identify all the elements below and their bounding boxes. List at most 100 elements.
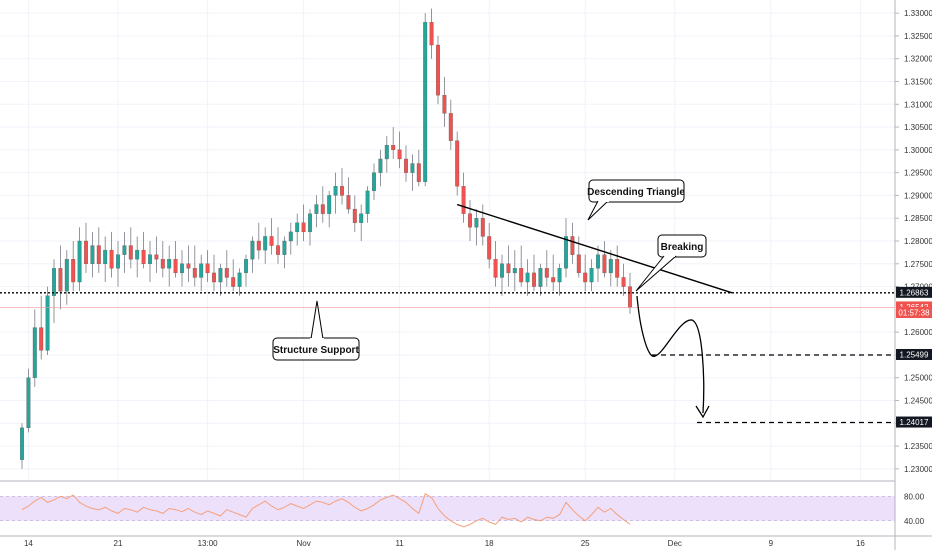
- price-tick-label: 1.30500: [904, 123, 932, 132]
- candle-up: [410, 163, 415, 173]
- candle-up: [45, 295, 50, 351]
- annotation-breaking-label: Breaking: [661, 242, 704, 253]
- candle-up: [327, 195, 332, 214]
- price-tick-label: 1.31500: [904, 77, 932, 86]
- candle-up: [250, 240, 255, 260]
- annotation-descending-triangle[interactable]: Descending Triangle: [587, 179, 685, 221]
- annotation-breaking[interactable]: Breaking: [635, 234, 707, 292]
- candle-down: [71, 259, 76, 283]
- rsi-tick-label: 80.00: [904, 492, 925, 501]
- candle-up: [148, 254, 152, 264]
- price-tick-label: 1.27500: [904, 260, 932, 269]
- candle-down: [352, 208, 357, 223]
- price-tag-label: 1.25499: [900, 350, 929, 359]
- time-axis[interactable]: 142113:00Nov111825Dec9162320206132027Feb…: [24, 539, 932, 548]
- candle-down: [519, 268, 524, 283]
- time-tick-label: 9: [769, 539, 774, 548]
- candle-down: [487, 236, 492, 260]
- candle-up: [359, 213, 364, 223]
- candle-down: [621, 277, 626, 287]
- time-tick-label: 21: [114, 539, 123, 548]
- price-tick-label: 1.28500: [904, 214, 932, 223]
- candle-up: [263, 236, 268, 251]
- candle-up: [237, 272, 242, 287]
- candle-down: [340, 186, 344, 196]
- price-tick-label: 1.23000: [904, 465, 932, 474]
- candle-up: [308, 213, 312, 233]
- candle-down: [628, 286, 632, 308]
- candle-down: [448, 113, 453, 141]
- candle-down: [160, 259, 165, 269]
- candle-up: [26, 377, 31, 429]
- rsi-axis: 80.00 40.00: [904, 492, 925, 526]
- rsi-line: [21, 493, 631, 528]
- candle-down: [544, 268, 549, 278]
- candle-down: [320, 204, 325, 214]
- candle-up: [90, 245, 95, 264]
- candle-down: [506, 263, 511, 274]
- candle-up: [525, 272, 530, 283]
- candle-down: [39, 327, 44, 351]
- candle-down: [397, 149, 402, 160]
- candle-down: [583, 272, 588, 283]
- candle-down: [391, 145, 396, 150]
- price-tick-label: 1.24500: [904, 397, 932, 406]
- candle-up: [288, 231, 293, 242]
- candle-down: [205, 263, 210, 274]
- projection-path: [636, 295, 705, 414]
- candle-down: [224, 268, 229, 278]
- price-tag: [896, 348, 932, 360]
- annotation-structure-support-label: Structure Support: [273, 345, 359, 356]
- candle-down: [615, 259, 620, 278]
- candle-down: [186, 263, 191, 269]
- candle-up: [384, 145, 389, 160]
- candle-down: [109, 249, 114, 269]
- price-tick-label: 1.30000: [904, 146, 932, 155]
- candle-up: [500, 263, 504, 278]
- price-tick-label: 1.31000: [904, 100, 932, 109]
- candle-down: [256, 240, 261, 251]
- candle-down: [602, 254, 607, 274]
- time-tick-label: 18: [485, 539, 494, 548]
- candle-down: [442, 95, 447, 114]
- candle-down: [532, 272, 536, 287]
- candle-up: [64, 259, 69, 292]
- candle-down: [461, 186, 466, 214]
- rsi-tick-label: 40.00: [904, 517, 925, 526]
- price-tag: [896, 301, 932, 313]
- time-tick-label: Nov: [296, 539, 310, 548]
- annotation-descending-triangle-label: Descending Triangle: [587, 187, 685, 198]
- price-tag: [896, 416, 932, 428]
- arrow-head-icon: [695, 405, 710, 419]
- candle-down: [455, 140, 460, 187]
- candle-down: [128, 245, 133, 260]
- candle-down: [276, 245, 280, 255]
- candle-up: [244, 259, 248, 274]
- candle-up: [218, 268, 223, 283]
- candle-up: [372, 172, 376, 192]
- price-tag-label: 1.24017: [900, 418, 929, 427]
- candle-up: [52, 268, 56, 296]
- candle-up: [596, 254, 600, 269]
- candle-down: [58, 268, 63, 292]
- price-tick-label: 1.29500: [904, 169, 932, 178]
- price-tick-label: 1.23500: [904, 442, 932, 451]
- candle-down: [551, 277, 556, 283]
- annotation-structure-support[interactable]: Structure Support: [272, 300, 360, 361]
- candles: [20, 8, 632, 469]
- candle-up: [365, 190, 370, 214]
- candle-up: [512, 268, 517, 274]
- descending-triangle-line: [456, 203, 733, 294]
- candle-up: [378, 158, 383, 173]
- candle-down: [570, 236, 575, 255]
- candle-down: [154, 254, 159, 260]
- candle-down: [493, 259, 498, 278]
- time-tick-label: Dec: [668, 539, 682, 548]
- candle-up: [103, 249, 108, 264]
- candle-up: [77, 240, 82, 283]
- time-tick-label: 14: [24, 539, 33, 548]
- price-tag-label: 1.26863: [900, 288, 929, 297]
- candle-up: [282, 240, 287, 255]
